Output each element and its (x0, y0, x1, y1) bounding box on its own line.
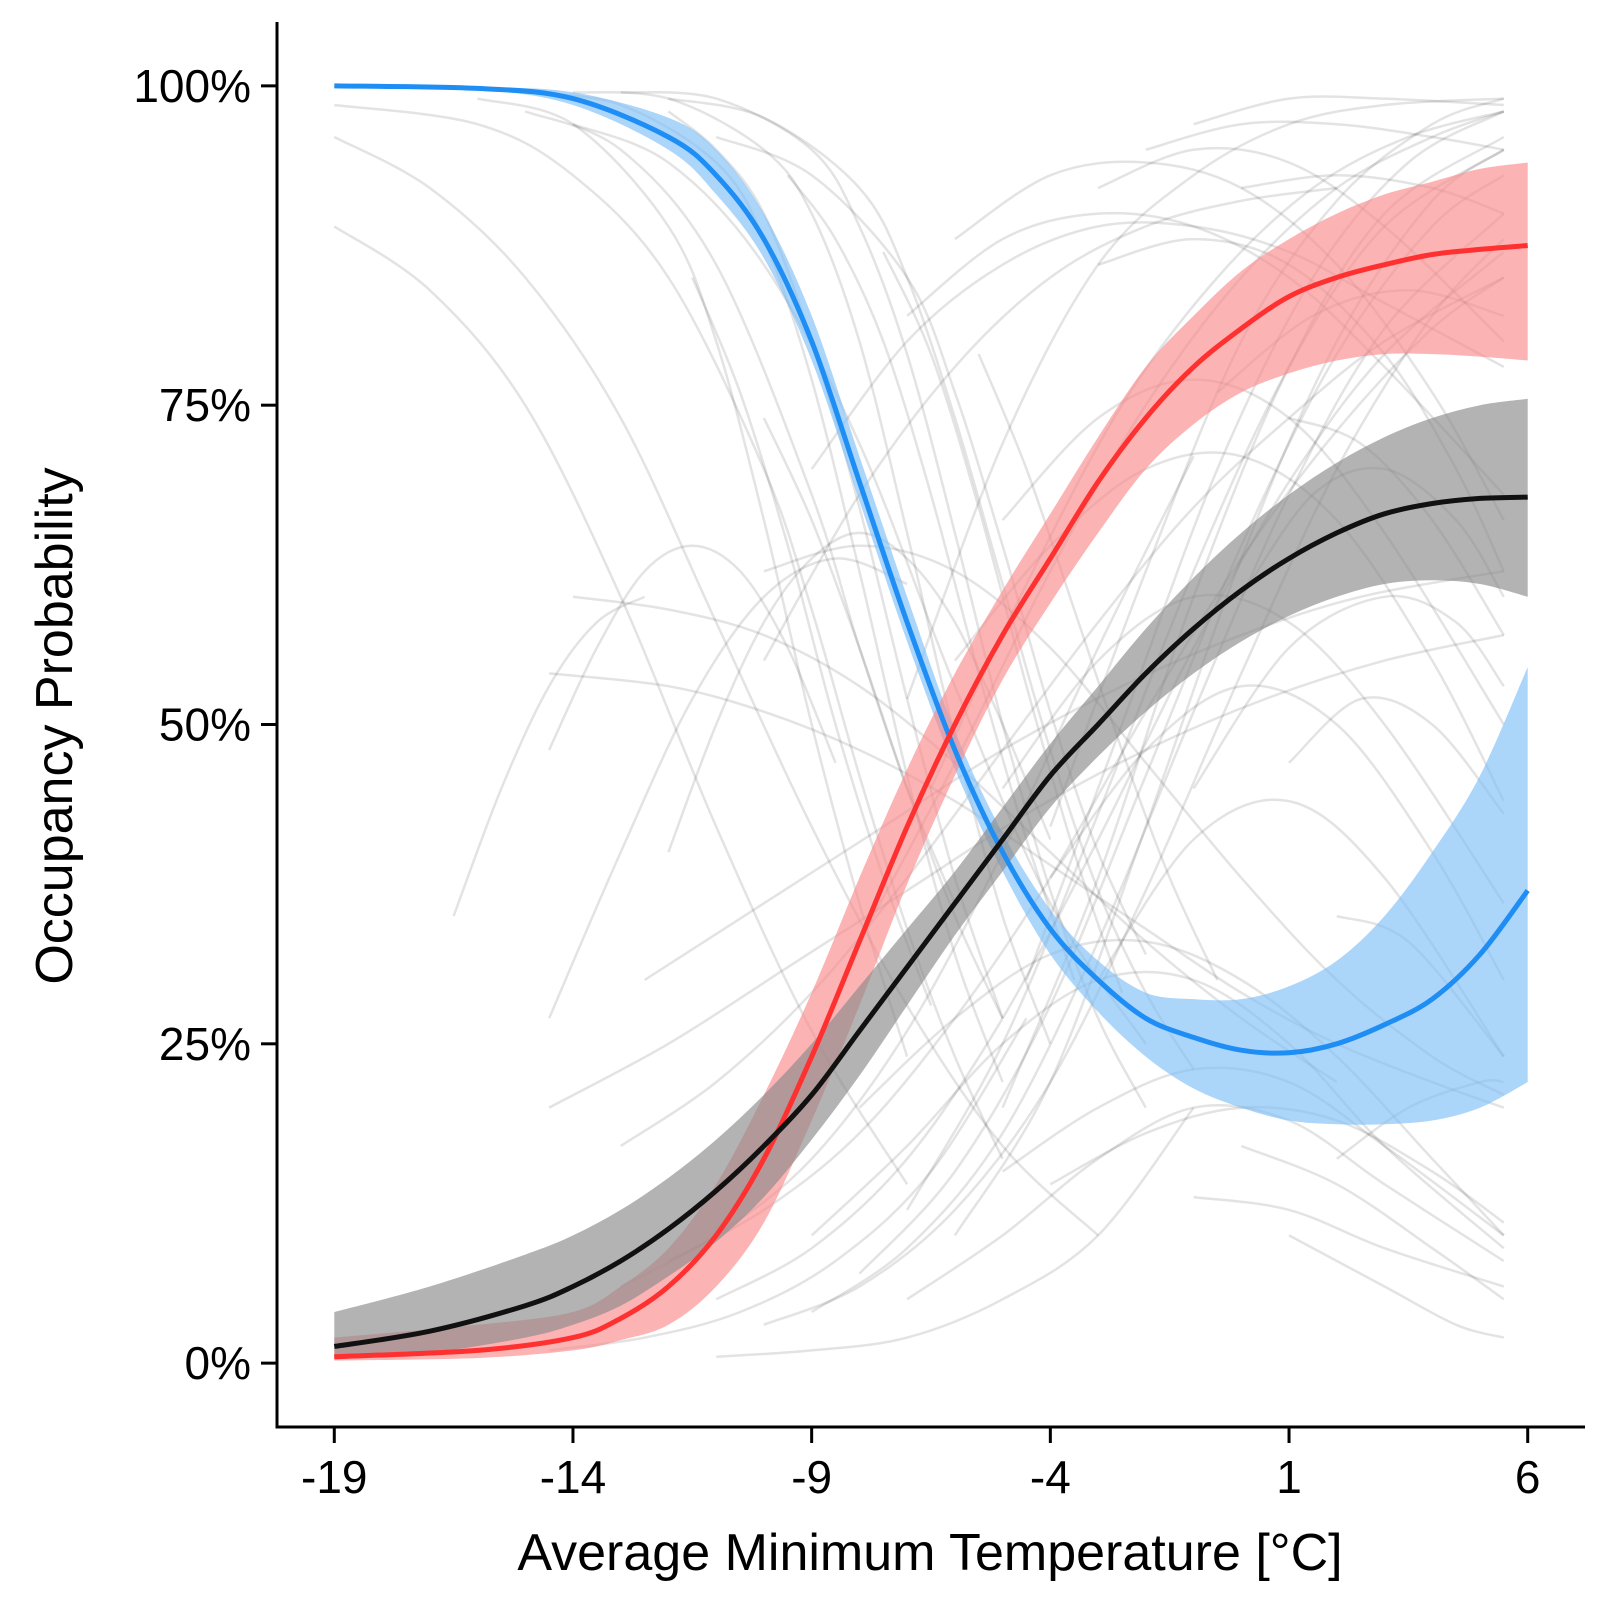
background-curve-8 (668, 97, 1195, 1071)
background-curve-18 (452, 595, 646, 917)
y-tick-label: 50% (159, 699, 251, 751)
background-curve-31 (1025, 110, 1505, 981)
x-tick-label: -14 (540, 1451, 606, 1503)
background-curve-54 (1145, 120, 1505, 151)
series-1-band (334, 85, 1528, 1125)
background-curve-61 (1288, 696, 1505, 815)
series-2-line (334, 243, 1528, 1360)
x-tick-label: 6 (1515, 1451, 1541, 1503)
background-curve-72 (977, 353, 1219, 981)
background-curve-60 (1192, 594, 1505, 790)
confidence-bands (334, 85, 1528, 1361)
background-curve-52 (810, 970, 1505, 1250)
background-curve-38 (905, 97, 1504, 700)
series-3-line (333, 494, 1528, 1349)
series-1-line (334, 83, 1530, 1056)
background-curve-36 (548, 1017, 1028, 1352)
background-curve-41 (906, 211, 1505, 496)
background-curve-24 (715, 250, 1505, 1301)
y-tick-label: 0% (185, 1337, 251, 1389)
background-curve-11 (524, 110, 957, 904)
background-curve-21 (643, 569, 1505, 982)
x-axis-ticks: -19 -14 -9 -4 1 6 (301, 1427, 1541, 1503)
background-curve-42 (954, 160, 1505, 521)
background-curve-9 (715, 135, 1147, 955)
background-curve-51 (858, 938, 1505, 1237)
y-tick-label: 25% (159, 1018, 251, 1070)
x-tick-label: -19 (301, 1451, 367, 1503)
background-curve-44 (1001, 378, 1505, 726)
background-curve-12 (667, 110, 1004, 1019)
y-axis-ticks: 0% 25% 50% 75% 100% (133, 60, 277, 1389)
background-curve-55 (1193, 95, 1504, 126)
background-curve-63 (1240, 1144, 1505, 1301)
background-curve-26 (811, 212, 1505, 1314)
x-axis-title: Average Minimum Temperature [°C] (517, 1524, 1342, 1582)
background-curve-65 (1193, 1195, 1505, 1288)
background-curve-23 (667, 276, 1505, 1263)
background-curve-39 (762, 186, 1337, 662)
background-curve-4 (477, 97, 909, 1057)
background-curve-64 (1288, 1234, 1505, 1339)
background-curve-16 (547, 544, 837, 764)
background-curve-70 (786, 174, 1076, 981)
x-tick-label: -9 (791, 1451, 832, 1503)
background-curve-2 (333, 135, 1099, 1237)
x-tick-label: 1 (1276, 1451, 1302, 1503)
series-2-band (334, 162, 1528, 1361)
background-curve-17 (667, 531, 1052, 853)
series-lines (333, 83, 1530, 1360)
y-tick-label: 75% (159, 379, 251, 431)
background-curve-22 (620, 276, 1505, 1148)
background-curve-10 (572, 123, 1147, 1045)
background-curve-19 (547, 557, 908, 1019)
background-curve-53 (906, 1103, 1505, 1301)
background-curve-25 (763, 238, 1505, 1326)
x-tick-label: -4 (1030, 1451, 1071, 1503)
y-tick-label: 100% (133, 60, 251, 112)
background-curve-50 (1049, 1105, 1505, 1224)
background-curve-37 (716, 1106, 1195, 1359)
y-axis-title: Occupancy Probability (26, 467, 84, 984)
series-3-band (334, 398, 1528, 1360)
